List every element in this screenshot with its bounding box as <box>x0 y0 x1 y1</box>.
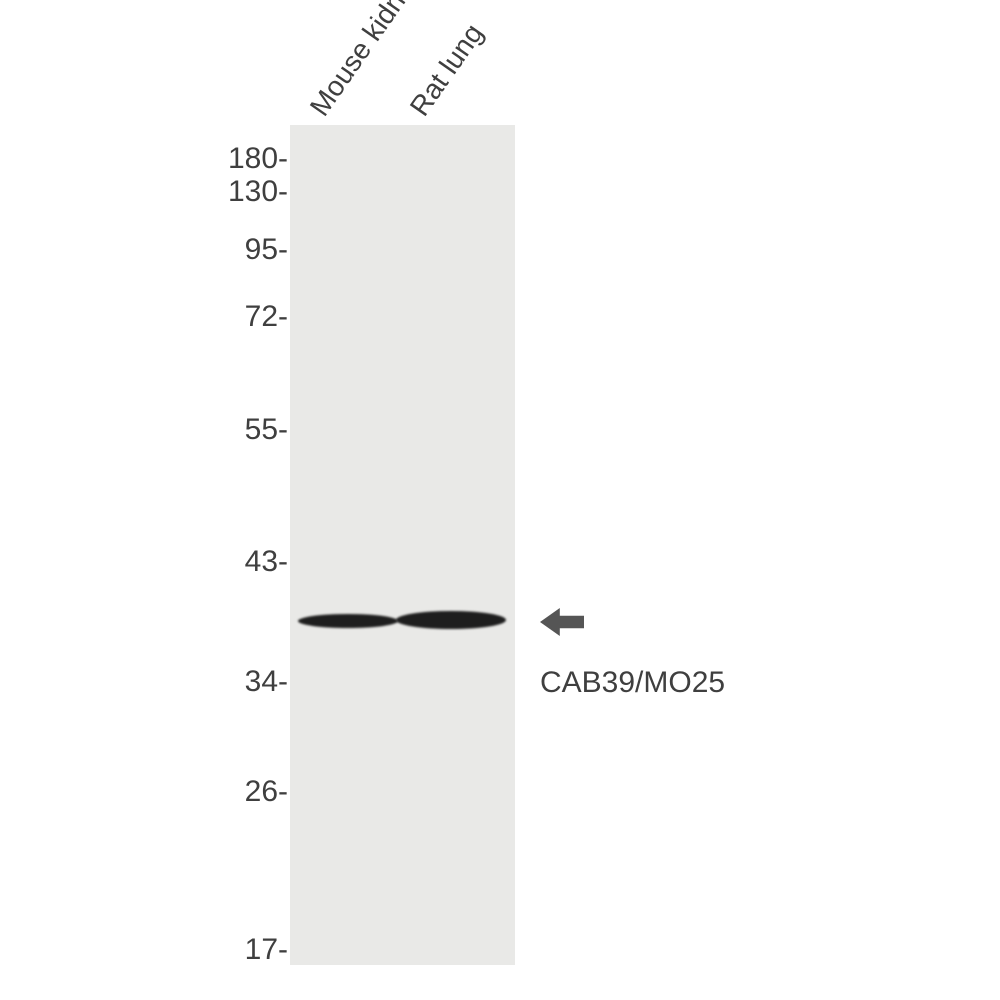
marker-label: 72- <box>245 300 288 334</box>
marker-label: 17- <box>245 933 288 967</box>
marker-label: 180- <box>228 142 288 176</box>
marker-label: 26- <box>245 775 288 809</box>
target-label: CAB39/MO25 <box>540 666 725 700</box>
marker-label: 55- <box>245 413 288 447</box>
marker-label: 130- <box>228 175 288 209</box>
marker-label: 95- <box>245 233 288 267</box>
blot-band <box>298 614 398 628</box>
target-label-text: CAB39/MO25 <box>540 666 725 699</box>
marker-label: 43- <box>245 545 288 579</box>
blot-strip <box>290 125 515 965</box>
lane-label: Rat lung <box>404 18 490 122</box>
marker-label: 34- <box>245 665 288 699</box>
blot-band <box>396 611 506 629</box>
arrow-icon <box>540 608 584 641</box>
